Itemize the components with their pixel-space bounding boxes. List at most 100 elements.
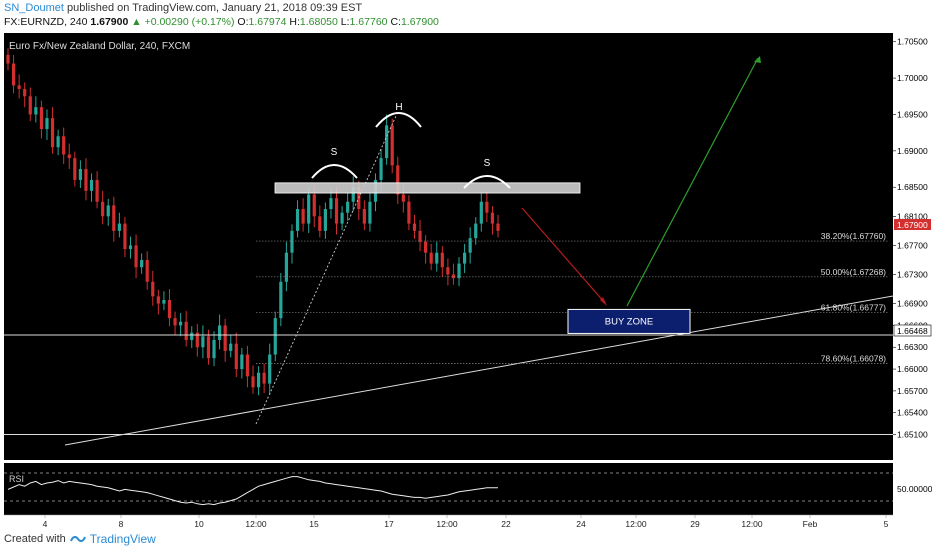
candle-body	[17, 85, 21, 90]
time-tick-label: 15	[309, 519, 319, 529]
candle-body	[290, 230, 294, 253]
price-tick-label: 1.66900	[897, 299, 928, 309]
low-value: 1.67760	[349, 16, 388, 28]
candle-body	[173, 318, 177, 326]
price-tick-label: 1.67300	[897, 270, 928, 280]
candle-body	[273, 318, 277, 355]
publish-info: SN_Doumet published on TradingView.com, …	[4, 2, 362, 14]
drawings	[4, 56, 894, 506]
created-with-text: Created with	[4, 533, 66, 545]
candle-body	[451, 274, 456, 279]
candle-body	[134, 245, 138, 268]
time-tick-label: 17	[384, 519, 394, 529]
time-tick-label: 12:00	[625, 519, 647, 529]
candle-body	[329, 198, 333, 210]
candle-body	[284, 252, 289, 282]
candle-body	[418, 230, 422, 242]
line-price-tag-text: 1.66468	[897, 326, 928, 336]
candle-body	[195, 332, 199, 348]
candle-body	[78, 169, 82, 180]
candle-body	[11, 63, 16, 86]
candle-body	[474, 223, 478, 239]
candle-body	[440, 252, 444, 268]
candle-body	[251, 376, 255, 388]
candle-body	[462, 252, 467, 264]
time-tick-label: 29	[690, 519, 700, 529]
candle-body	[312, 194, 316, 217]
candle-body	[201, 336, 205, 348]
price-tick-label: 1.69000	[897, 146, 928, 156]
impulse-dotted-line	[255, 115, 397, 425]
time-tick-label: Feb	[803, 519, 818, 529]
candle-body	[62, 136, 66, 155]
candle-body	[50, 118, 55, 148]
price-chart[interactable]: Euro Fx/New Zealand Dollar, 240, FXCM 1.…	[0, 30, 932, 530]
price-tick-label: 1.69500	[897, 109, 928, 119]
candle-body	[435, 252, 439, 264]
chart-title: Euro Fx/New Zealand Dollar, 240, FXCM	[9, 41, 190, 52]
candle-body	[468, 238, 472, 253]
time-tick-label: 10	[194, 519, 204, 529]
candle-body	[457, 263, 461, 279]
price-tick-label: 1.65700	[897, 386, 928, 396]
neckline-zone	[274, 182, 581, 194]
left-shoulder-arc	[311, 164, 358, 179]
candle-body	[279, 281, 283, 319]
buy-zone-label: BUY ZONE	[605, 316, 653, 327]
down-projection-line	[521, 207, 606, 304]
rsi-label: RSI	[9, 474, 24, 484]
rsi-tick: 50.00000	[897, 484, 932, 494]
candle-body	[128, 245, 133, 250]
candle-body	[429, 252, 433, 264]
candle-body	[6, 54, 10, 64]
candle-body	[39, 107, 44, 130]
low-label: L:	[340, 16, 350, 28]
candle-body	[179, 321, 183, 326]
price-tick-label: 1.66300	[897, 342, 928, 352]
main-pane[interactable]	[4, 33, 893, 460]
candle-body	[23, 89, 27, 97]
candle-body	[229, 343, 233, 351]
rsi-pane[interactable]	[4, 463, 893, 515]
candle-body	[245, 354, 250, 377]
candle-body	[101, 201, 105, 217]
time-tick-label: 24	[576, 519, 586, 529]
tradingview-brand[interactable]: TradingView	[89, 532, 156, 546]
candle-body	[234, 343, 238, 370]
candle-body	[34, 107, 38, 115]
price-tick-label: 1.70500	[897, 37, 928, 47]
price-tick-label: 1.66000	[897, 364, 928, 374]
up-arrow-icon: ▲	[131, 16, 142, 28]
candle-body	[212, 339, 216, 359]
candle-body	[140, 259, 144, 268]
candle-body	[385, 125, 389, 159]
buy-zone-box[interactable]	[567, 308, 691, 334]
candle-body	[89, 179, 94, 191]
ohlc-line: FX:EURNZD, 240 1.67900 ▲ +0.00290 (+0.17…	[4, 16, 439, 28]
candle-body	[240, 354, 244, 370]
candle-body	[190, 332, 194, 340]
last-price-tag-text: 1.67900	[897, 220, 928, 230]
last-price-tag	[894, 219, 931, 230]
author-link[interactable]: SN_Doumet	[4, 2, 64, 14]
down-arrow-head-icon	[600, 297, 607, 306]
candle-body	[162, 299, 166, 304]
price-tick-label: 1.68500	[897, 182, 928, 192]
candle-body	[145, 259, 149, 282]
symbol-label: FX:EURNZD, 240	[4, 16, 88, 28]
candle-body	[117, 223, 121, 231]
high-label: H:	[289, 16, 300, 28]
open-label: O:	[237, 16, 249, 28]
time-tick-label: 4	[43, 519, 48, 529]
candle-body	[340, 212, 344, 224]
time-tick-label: 5	[884, 519, 889, 529]
price-axis[interactable]	[893, 33, 932, 515]
candle-body	[206, 336, 211, 359]
line-price-tag	[893, 324, 932, 337]
candle-body	[301, 209, 305, 224]
fib-label: 38.20%(1.67760)	[821, 231, 886, 241]
close-label: C:	[390, 16, 401, 28]
price-tick-label: 1.67700	[897, 240, 928, 250]
candle-body	[351, 187, 355, 202]
candles	[6, 48, 500, 396]
